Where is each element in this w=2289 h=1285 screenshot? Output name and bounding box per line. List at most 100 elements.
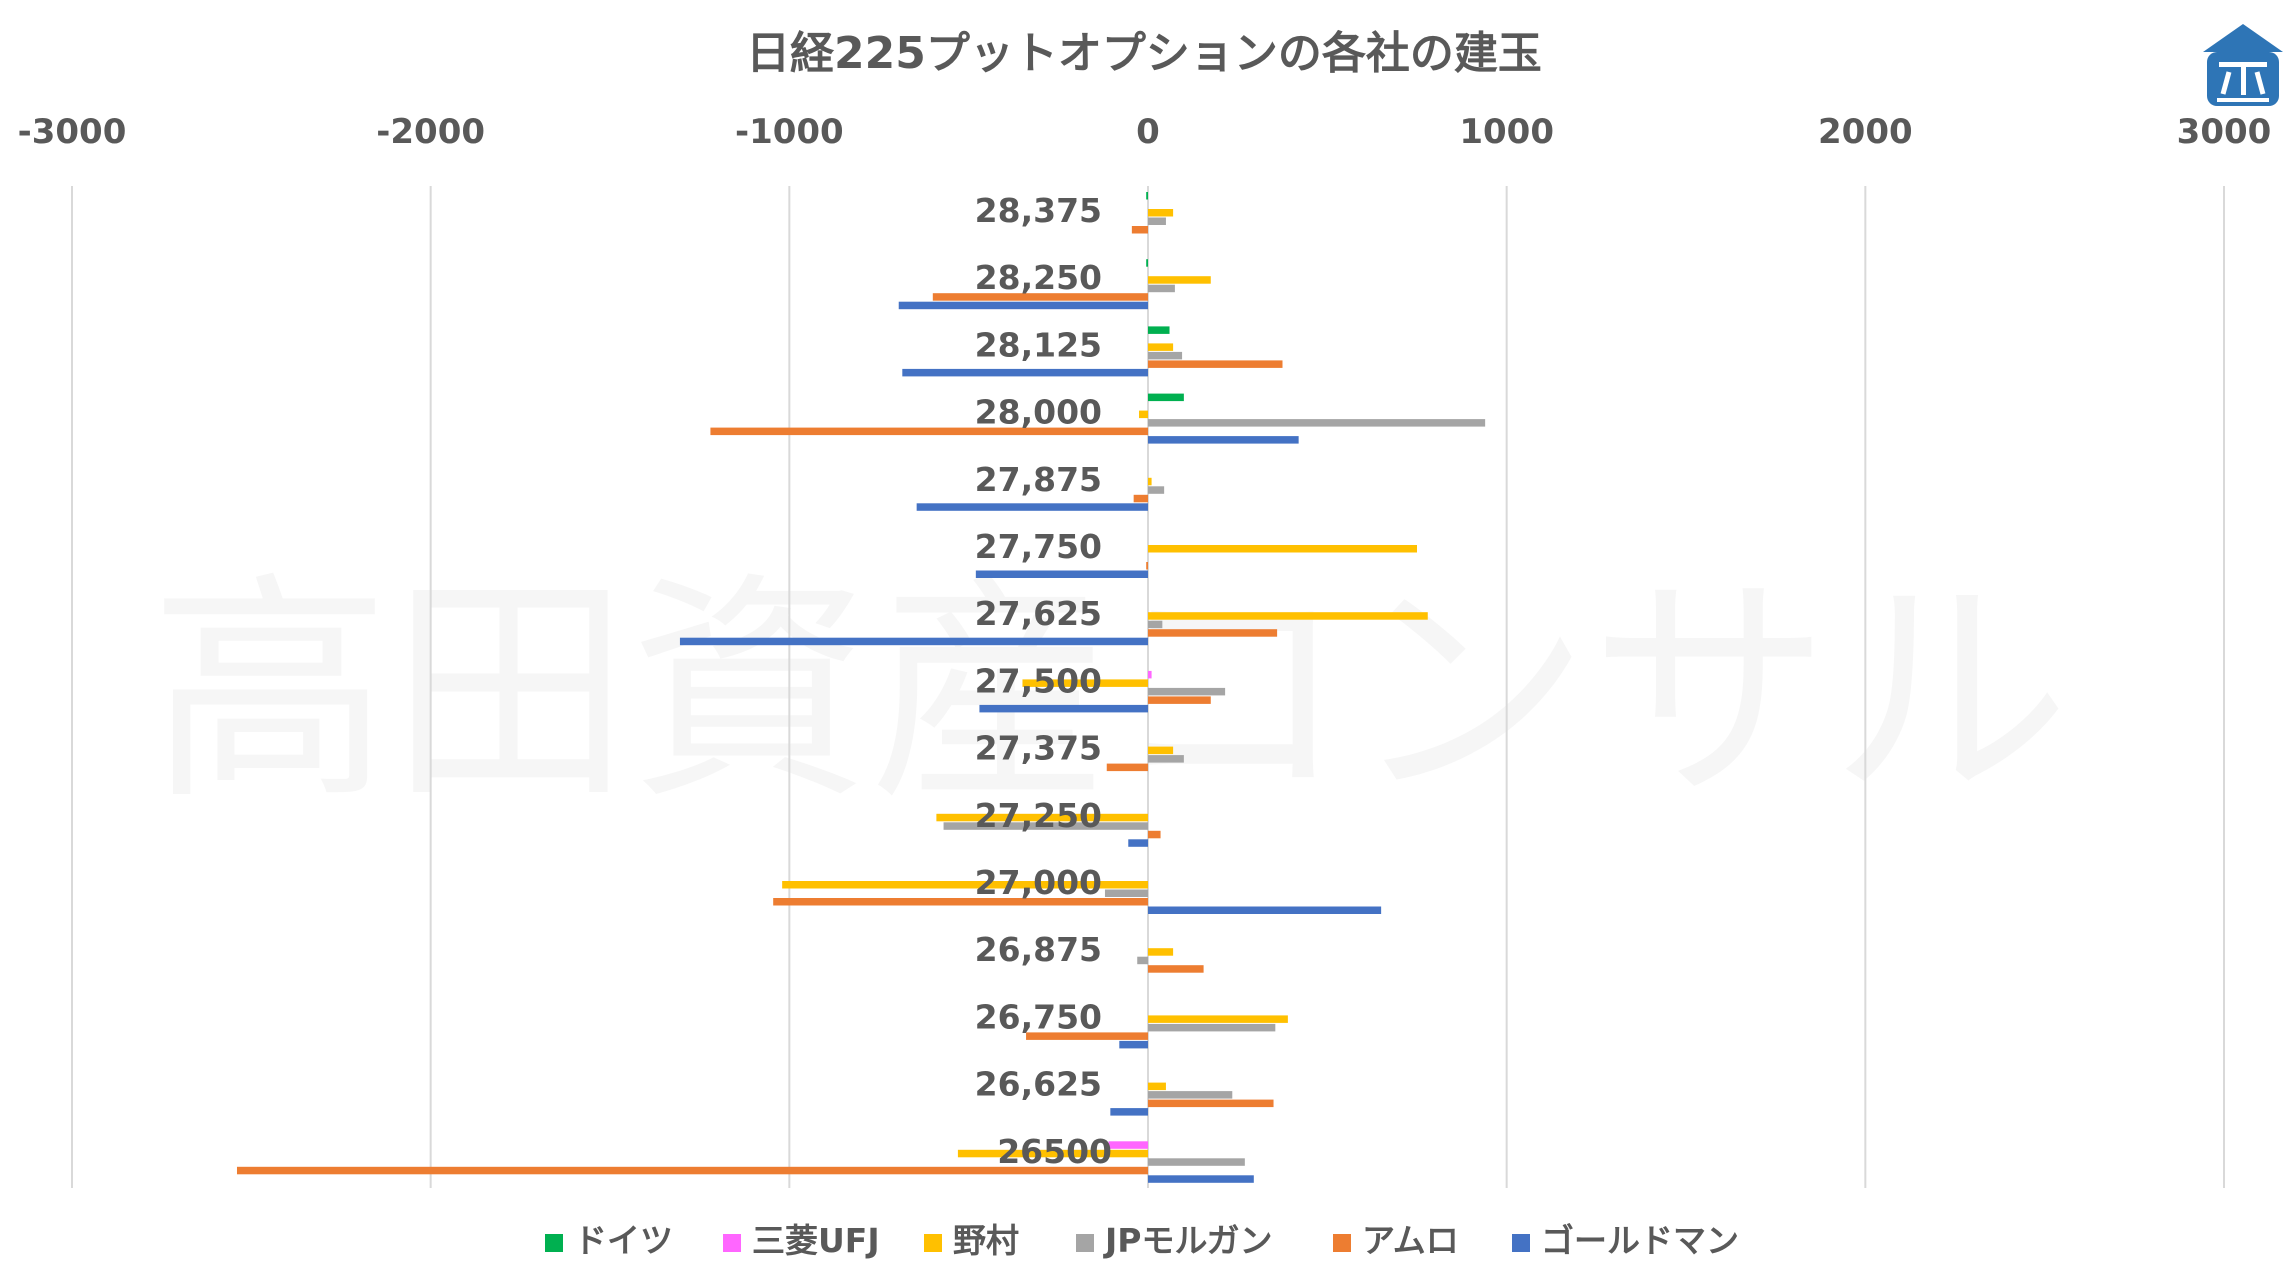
- legend-swatch: [1076, 1234, 1094, 1252]
- logo-roof-icon: [2203, 24, 2283, 52]
- bar: [1148, 1175, 1254, 1183]
- legend-entry: ドイツ: [574, 1221, 673, 1260]
- x-tick-label: 1000: [1459, 112, 1554, 152]
- watermark: 高田資産コンサル: [150, 552, 2070, 832]
- bar: [1148, 217, 1166, 225]
- bar: [1148, 393, 1184, 402]
- bar: [898, 301, 1148, 310]
- x-tick-label: 3000: [2177, 112, 2272, 152]
- bar: [1148, 1099, 1274, 1108]
- bar: [1148, 436, 1299, 444]
- bar: [1148, 612, 1428, 620]
- category-label: 27,875: [975, 460, 1102, 499]
- x-tick-label: -1000: [735, 112, 844, 152]
- bar: [1148, 965, 1204, 973]
- bar: [902, 368, 1148, 377]
- category-label: 27,500: [975, 661, 1102, 700]
- bar: [916, 503, 1148, 511]
- bar: [1128, 839, 1148, 847]
- bar: [1108, 1141, 1148, 1149]
- bar: [1148, 1023, 1276, 1032]
- category-label: 28,125: [975, 325, 1102, 364]
- x-tick-label: 0: [1136, 112, 1160, 152]
- bar: [1148, 343, 1174, 351]
- bar: [1026, 1032, 1148, 1040]
- category-label: 28,375: [975, 191, 1102, 230]
- bar: [1139, 410, 1148, 419]
- bar: [936, 813, 1148, 822]
- bar: [1148, 906, 1382, 914]
- bar: [1110, 1108, 1148, 1116]
- bar: [1148, 351, 1183, 360]
- bar: [1148, 419, 1486, 427]
- category-label: 27,375: [975, 729, 1102, 768]
- category-label: 27,625: [975, 594, 1102, 633]
- company-logo: [2203, 24, 2283, 106]
- x-tick-label: -3000: [18, 112, 127, 152]
- category-label: 27,750: [975, 527, 1102, 566]
- bar: [773, 898, 1148, 906]
- bar: [1148, 830, 1161, 839]
- bar: [1148, 1158, 1245, 1166]
- category-label: 28,250: [975, 258, 1102, 297]
- bar: [1148, 670, 1152, 679]
- bar: [1148, 629, 1278, 637]
- legend-entry: 三菱UFJ: [752, 1221, 880, 1260]
- bar: [1022, 679, 1148, 687]
- bar: [975, 570, 1148, 578]
- bar: [1148, 1082, 1166, 1091]
- bar: [1148, 687, 1226, 696]
- bar: [1148, 477, 1152, 486]
- category-labels: 28,375 28,250 28,125 28,000 27,875 27,750 27,6…: [975, 191, 1112, 1171]
- bar: [1133, 494, 1148, 503]
- category-label: 28,000: [975, 393, 1102, 432]
- x-tick-label: -2000: [376, 112, 485, 152]
- legend-swatch: [1333, 1234, 1351, 1252]
- x-axis-ticks: -3000 -2000 -1000 0 1000 2000 3000: [18, 112, 2272, 152]
- bars: [236, 192, 1486, 1183]
- category-label: 26,750: [975, 997, 1102, 1036]
- x-tick-label: 2000: [1818, 112, 1913, 152]
- bar: [1148, 948, 1174, 956]
- bar: [1137, 956, 1148, 965]
- bar: [979, 704, 1148, 713]
- category-label: 27,250: [975, 796, 1102, 835]
- bar: [1148, 1015, 1288, 1023]
- bar: [236, 1166, 1148, 1175]
- bar: [1148, 746, 1174, 755]
- bar: [1148, 284, 1175, 293]
- bar: [1148, 620, 1163, 629]
- category-label: 26500: [997, 1132, 1112, 1171]
- bar: [1148, 360, 1283, 368]
- bar: [782, 881, 1148, 889]
- category-label: 26,625: [975, 1065, 1102, 1104]
- bar: [1131, 226, 1148, 234]
- legend-entry: 野村: [953, 1221, 1019, 1260]
- bar: [1148, 276, 1211, 284]
- legend-swatch: [723, 1234, 741, 1252]
- bar: [1148, 326, 1170, 334]
- bar: [1146, 192, 1148, 200]
- bar: [1148, 755, 1184, 763]
- bar: [1104, 889, 1148, 897]
- bar: [1148, 1091, 1233, 1099]
- bar: [710, 427, 1148, 436]
- bar: [957, 1149, 1148, 1158]
- bar: [679, 637, 1148, 646]
- legend-swatch: [1512, 1234, 1530, 1252]
- legend-entry: ゴールドマン: [1541, 1221, 1739, 1260]
- bar: [1148, 486, 1165, 494]
- bar: [1148, 696, 1211, 704]
- chart-title: 日経225プットオプションの各社の建玉: [746, 28, 1542, 79]
- category-label: 27,000: [975, 863, 1102, 902]
- bar: [1146, 562, 1148, 570]
- category-label: 26,875: [975, 930, 1102, 969]
- bar: [1119, 1040, 1148, 1049]
- bar: [943, 822, 1148, 830]
- legend-entry: アムロ: [1362, 1221, 1459, 1260]
- legend-entry: JPモルガン: [1103, 1221, 1272, 1260]
- legend-swatch: [545, 1234, 563, 1252]
- bar: [1148, 209, 1174, 217]
- legend: ドイツ 三菱UFJ 野村 JPモルガン アムロ ゴールドマン: [545, 1221, 1739, 1260]
